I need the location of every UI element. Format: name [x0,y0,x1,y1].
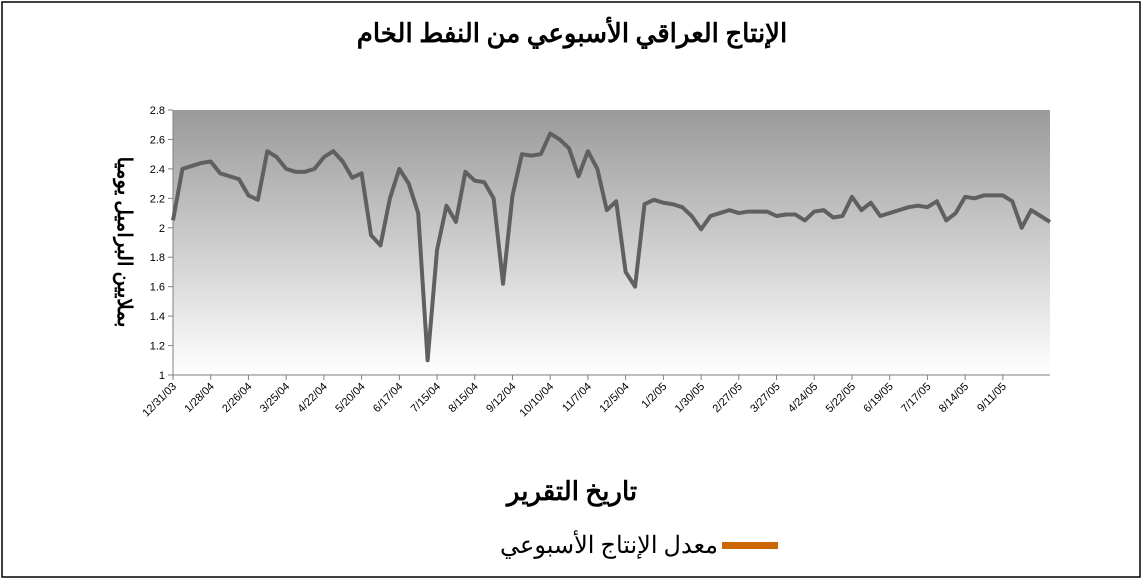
line-series [171,131,1052,363]
y-tick-label: 1.4 [150,311,165,323]
x-axis-label: تاريخ التقرير [505,477,637,507]
y-tick-label: 2.4 [150,164,165,176]
legend-swatch [722,542,778,549]
y-tick-label: 1.8 [150,252,165,264]
chart-title: الإنتاج العراقي الأسبوعي من النفط الخام [357,16,788,49]
y-tick-label: 1.6 [150,282,165,294]
y-axis-label: بملايين البراميل يوميا [112,157,135,328]
y-tick-label: 1.2 [150,341,165,353]
y-tick-label: 2.6 [150,134,165,146]
y-tick-label: 1 [159,370,165,382]
y-tick-label: 2.2 [150,193,165,205]
y-tick-label: 2.8 [150,105,165,117]
plot-area [173,110,1050,375]
legend-label: معدل الإنتاج الأسبوعي [500,529,718,559]
y-tick-label: 2 [159,223,165,235]
